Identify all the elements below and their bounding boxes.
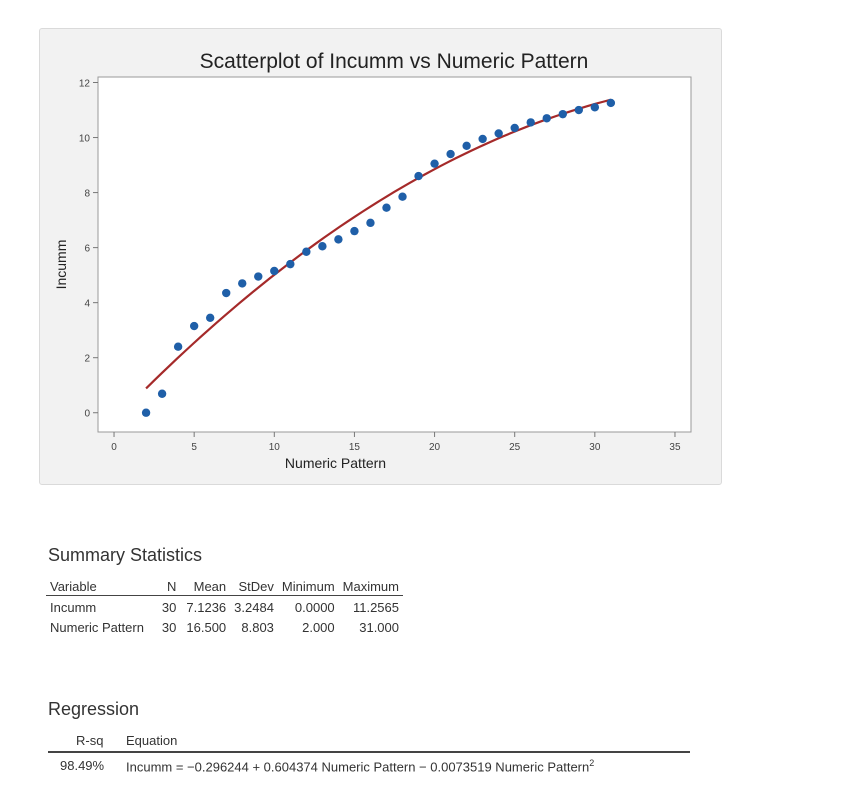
data-point — [286, 259, 295, 269]
col-header-variable: Variable — [46, 578, 158, 596]
summary-header-row: Variable N Mean StDev Minimum Maximum — [46, 578, 403, 596]
cell-mean: 7.1236 — [186, 600, 227, 615]
data-point — [205, 313, 215, 322]
table-row: Incumm 30 7.1236 3.2484 0.0000 11.2565 — [46, 596, 403, 617]
col-header-minimum: Minimum — [277, 578, 339, 596]
summary-title: Summary Statistics — [48, 545, 203, 565]
cell-variable: Numeric Pattern — [50, 620, 144, 635]
data-point — [238, 279, 247, 288]
y-tick-label: 0 — [84, 409, 90, 420]
x-tick-label: 20 — [429, 442, 441, 453]
data-point — [334, 235, 343, 244]
scatterplot: Scatterplot of Incumm vs Numeric Pattern… — [53, 50, 692, 471]
equation-exponent: 2 — [589, 758, 595, 768]
col-header-n: N — [157, 578, 183, 596]
data-point — [430, 159, 439, 168]
x-tick-label: 0 — [111, 442, 117, 453]
data-point — [222, 288, 231, 298]
regression-header: R-sq Equation — [48, 733, 690, 753]
col-header-stdev: StDev — [230, 578, 278, 596]
y-tick-label: 6 — [84, 244, 90, 255]
data-point — [494, 129, 503, 138]
data-point — [542, 114, 551, 123]
data-point — [398, 192, 407, 201]
data-point — [478, 134, 487, 144]
y-tick-label: 2 — [84, 354, 90, 365]
data-point — [510, 123, 519, 133]
data-point — [606, 98, 616, 108]
chart-panel: Scatterplot of Incumm vs Numeric Pattern… — [39, 28, 722, 485]
data-point — [302, 247, 311, 256]
y-axis-label: Incumm — [53, 240, 69, 290]
data-point — [574, 105, 584, 115]
data-point — [254, 272, 263, 281]
cell-stdev: 8.803 — [241, 620, 274, 635]
col-header-mean: Mean — [182, 578, 231, 596]
data-point — [414, 171, 423, 181]
data-point — [446, 149, 455, 159]
data-point — [526, 118, 535, 127]
data-point — [141, 408, 151, 417]
cell-variable: Incumm — [50, 600, 97, 615]
col-header-maximum: Maximum — [338, 578, 403, 596]
cell-n: 30 — [161, 600, 177, 615]
regression-title: Regression — [48, 699, 140, 719]
data-point — [382, 203, 391, 212]
x-tick-label: 15 — [349, 442, 361, 453]
data-point — [590, 103, 600, 112]
equation-body: Incumm = −0.296244 + 0.604374 Numeric Pa… — [126, 759, 590, 775]
data-point — [173, 342, 183, 351]
cell-mean: 16.500 — [186, 620, 227, 635]
data-point — [157, 389, 167, 398]
y-tick-label: 12 — [79, 79, 91, 90]
y-tick-label: 10 — [79, 134, 91, 145]
data-point — [462, 141, 471, 150]
rsq-value: 98.49% — [60, 758, 105, 773]
data-point — [270, 266, 279, 276]
data-point — [366, 218, 375, 228]
plot-area — [97, 76, 692, 433]
data-point — [350, 226, 359, 236]
x-tick-label: 10 — [269, 442, 281, 453]
x-axis-label: Numeric Pattern — [285, 455, 386, 471]
cell-minimum: 2.000 — [302, 620, 335, 635]
x-tick-label: 35 — [669, 442, 681, 453]
equation-text: Incumm = −0.296244 + 0.604374 Numeric Pa… — [126, 758, 594, 774]
chart-title: Scatterplot of Incumm vs Numeric Pattern — [200, 50, 589, 73]
x-tick-label: 5 — [191, 442, 197, 453]
table-row: Numeric Pattern 30 16.500 8.803 2.000 31… — [46, 616, 403, 636]
x-tick-label: 25 — [509, 442, 521, 453]
cell-minimum: 0.0000 — [294, 600, 335, 615]
y-tick-label: 8 — [84, 189, 90, 200]
cell-maximum: 11.2565 — [352, 600, 399, 615]
cell-maximum: 31.000 — [359, 620, 399, 635]
summary-table: Variable N Mean StDev Minimum Maximum In… — [46, 578, 403, 636]
data-point — [558, 109, 567, 119]
col-header-equation: Equation — [126, 733, 178, 748]
cell-stdev: 3.2484 — [234, 600, 274, 615]
data-point — [189, 321, 199, 331]
x-tick-label: 30 — [589, 442, 601, 453]
col-header-rsq: R-sq — [76, 733, 104, 748]
data-point — [318, 242, 327, 251]
y-tick-label: 4 — [84, 299, 90, 310]
cell-n: 30 — [161, 620, 177, 635]
